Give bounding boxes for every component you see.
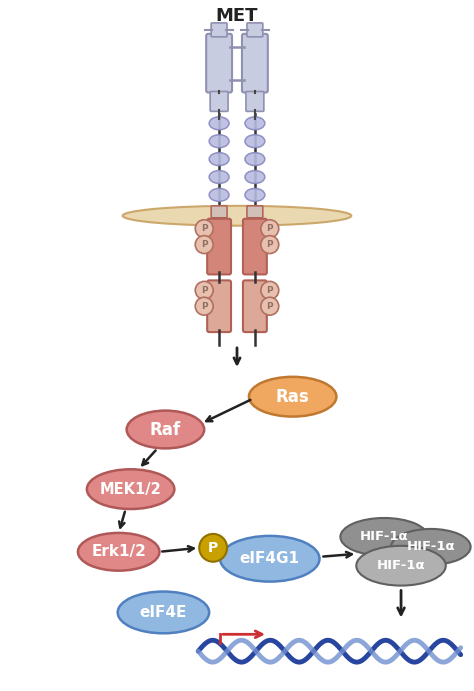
Ellipse shape xyxy=(209,189,229,201)
Text: eIF4G1: eIF4G1 xyxy=(240,551,300,566)
Circle shape xyxy=(195,236,213,254)
Circle shape xyxy=(261,220,279,238)
Circle shape xyxy=(199,534,227,562)
FancyBboxPatch shape xyxy=(207,219,231,274)
Ellipse shape xyxy=(209,171,229,183)
Text: P: P xyxy=(266,240,273,249)
FancyBboxPatch shape xyxy=(211,206,227,218)
Ellipse shape xyxy=(249,377,337,417)
Ellipse shape xyxy=(87,469,174,509)
Ellipse shape xyxy=(209,135,229,148)
Text: Ras: Ras xyxy=(276,388,310,406)
Text: P: P xyxy=(201,224,208,233)
Ellipse shape xyxy=(245,135,265,148)
FancyBboxPatch shape xyxy=(243,281,267,332)
Ellipse shape xyxy=(356,546,446,585)
Text: P: P xyxy=(266,302,273,311)
Text: HIF-1α: HIF-1α xyxy=(377,559,425,572)
Text: Raf: Raf xyxy=(150,421,181,439)
FancyBboxPatch shape xyxy=(246,91,264,111)
Text: MET: MET xyxy=(216,7,258,25)
Ellipse shape xyxy=(391,529,471,565)
Ellipse shape xyxy=(245,153,265,166)
Circle shape xyxy=(261,297,279,315)
Text: HIF-1α: HIF-1α xyxy=(407,540,455,553)
FancyBboxPatch shape xyxy=(210,91,228,111)
FancyBboxPatch shape xyxy=(211,23,227,37)
FancyBboxPatch shape xyxy=(247,206,263,218)
Text: P: P xyxy=(201,302,208,311)
Ellipse shape xyxy=(209,153,229,166)
Text: Erk1/2: Erk1/2 xyxy=(91,545,146,559)
Ellipse shape xyxy=(245,171,265,183)
FancyBboxPatch shape xyxy=(243,219,267,274)
Circle shape xyxy=(195,281,213,299)
Text: MEK1/2: MEK1/2 xyxy=(100,482,162,497)
Ellipse shape xyxy=(123,206,351,226)
FancyBboxPatch shape xyxy=(247,23,263,37)
Ellipse shape xyxy=(245,189,265,201)
Text: P: P xyxy=(201,240,208,249)
Text: P: P xyxy=(201,286,208,295)
Text: P: P xyxy=(266,286,273,295)
Ellipse shape xyxy=(127,410,204,448)
Circle shape xyxy=(261,281,279,299)
Ellipse shape xyxy=(118,591,209,634)
Text: eIF4E: eIF4E xyxy=(140,605,187,620)
Ellipse shape xyxy=(78,533,159,571)
Circle shape xyxy=(261,236,279,254)
FancyBboxPatch shape xyxy=(207,281,231,332)
FancyBboxPatch shape xyxy=(206,34,232,93)
Text: P: P xyxy=(266,224,273,233)
Circle shape xyxy=(195,297,213,315)
Text: HIF-1α: HIF-1α xyxy=(360,531,409,543)
Text: P: P xyxy=(208,541,218,555)
Ellipse shape xyxy=(340,518,428,556)
Ellipse shape xyxy=(209,117,229,130)
Ellipse shape xyxy=(220,536,319,582)
Circle shape xyxy=(195,220,213,238)
FancyBboxPatch shape xyxy=(242,34,268,93)
Ellipse shape xyxy=(245,117,265,130)
